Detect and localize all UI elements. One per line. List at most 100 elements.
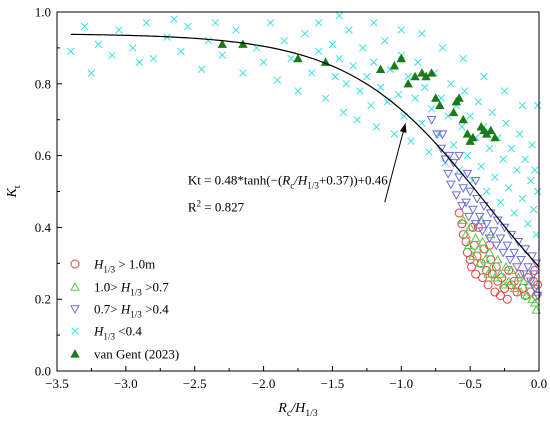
x-tick-label: −2.0 bbox=[252, 376, 276, 391]
data-point bbox=[503, 276, 514, 285]
data-point bbox=[530, 284, 540, 294]
data-point bbox=[466, 112, 474, 120]
data-point bbox=[499, 155, 507, 163]
data-point bbox=[459, 54, 468, 63]
legend: H1/3 > 1.0m 1.0> H1/3 >0.7 0.7> H1/3 >0.4 H… bbox=[70, 257, 179, 362]
x-axis-ticks: −3.5 −3.0 −2.5 −2.0 −1.5 −1.0 −0.5 0.0 bbox=[45, 366, 547, 391]
series-5 bbox=[217, 39, 500, 145]
data-point bbox=[484, 234, 495, 244]
data-point bbox=[314, 47, 323, 56]
data-point bbox=[446, 180, 456, 190]
legend-item: 1.0> H1/3 >0.7 bbox=[70, 280, 169, 298]
data-point bbox=[468, 132, 478, 142]
y-tick-label: 0.0 bbox=[35, 364, 51, 379]
data-point bbox=[115, 26, 123, 34]
x-axis-title: Rc/H1/3 bbox=[277, 401, 318, 419]
legend-marker bbox=[70, 349, 80, 358]
data-point bbox=[314, 19, 323, 27]
data-point bbox=[375, 64, 386, 74]
data-point bbox=[463, 212, 474, 222]
legend-marker bbox=[70, 259, 80, 269]
data-point bbox=[204, 36, 213, 45]
data-point bbox=[528, 270, 539, 280]
x-tick-label: −2.5 bbox=[183, 376, 207, 391]
data-point bbox=[435, 100, 445, 109]
data-point bbox=[509, 283, 520, 293]
data-point bbox=[411, 94, 419, 102]
data-point bbox=[521, 155, 529, 163]
data-point bbox=[417, 68, 427, 77]
data-point bbox=[349, 62, 357, 70]
data-point bbox=[80, 22, 89, 31]
data-point bbox=[217, 39, 227, 48]
data-point bbox=[481, 220, 492, 229]
data-point bbox=[471, 269, 481, 279]
series-2 bbox=[458, 215, 543, 314]
data-point bbox=[454, 208, 464, 218]
data-point bbox=[410, 71, 420, 81]
data-point bbox=[448, 107, 459, 117]
data-point bbox=[496, 198, 505, 207]
data-point bbox=[449, 141, 458, 149]
data-point bbox=[479, 202, 489, 211]
data-point bbox=[440, 155, 451, 165]
data-point bbox=[420, 83, 429, 92]
data-point bbox=[516, 256, 526, 265]
data-point bbox=[383, 97, 392, 106]
data-point bbox=[345, 26, 353, 34]
data-marks bbox=[67, 11, 543, 314]
legend-label: 0.7> H1/3 >0.4 bbox=[94, 302, 169, 320]
data-point bbox=[328, 40, 337, 49]
data-point bbox=[418, 29, 426, 38]
data-point bbox=[461, 198, 471, 208]
data-point bbox=[512, 263, 522, 272]
data-point bbox=[490, 132, 500, 142]
data-point bbox=[477, 236, 488, 246]
data-point bbox=[372, 123, 381, 131]
legend-label: van Gent (2023) bbox=[94, 347, 179, 362]
data-point bbox=[342, 80, 350, 88]
data-point bbox=[480, 254, 491, 264]
data-point bbox=[461, 229, 471, 239]
data-point bbox=[465, 187, 475, 197]
data-point bbox=[407, 137, 415, 145]
legend-marker bbox=[70, 305, 80, 315]
series-3 bbox=[426, 116, 543, 301]
data-point bbox=[516, 286, 526, 296]
y-axis-title: Kt bbox=[5, 185, 23, 198]
data-point bbox=[458, 215, 469, 224]
data-point bbox=[432, 130, 442, 140]
data-point bbox=[519, 270, 529, 280]
data-point bbox=[293, 53, 303, 63]
data-point bbox=[426, 68, 437, 77]
data-point bbox=[463, 240, 474, 250]
data-point bbox=[369, 58, 378, 67]
data-point bbox=[518, 101, 527, 110]
data-point bbox=[436, 144, 447, 154]
data-point bbox=[463, 151, 472, 160]
data-point bbox=[437, 130, 448, 140]
data-point bbox=[458, 114, 468, 124]
data-point bbox=[473, 243, 484, 253]
x-tick-label: −1.5 bbox=[321, 376, 345, 391]
data-point bbox=[491, 173, 499, 181]
data-point bbox=[376, 83, 385, 92]
data-point bbox=[425, 148, 433, 156]
data-point bbox=[335, 11, 344, 20]
data-point bbox=[513, 238, 524, 247]
data-point bbox=[495, 269, 506, 278]
data-point bbox=[197, 65, 206, 74]
data-point bbox=[321, 94, 330, 102]
data-point bbox=[389, 61, 400, 70]
data-point bbox=[483, 280, 493, 290]
data-point bbox=[506, 265, 517, 275]
data-point bbox=[468, 251, 478, 260]
data-point bbox=[506, 230, 517, 240]
data-point bbox=[488, 108, 496, 117]
y-tick-label: 1.0 bbox=[35, 5, 51, 20]
data-point bbox=[470, 177, 481, 186]
data-point bbox=[177, 47, 185, 56]
data-point bbox=[390, 130, 399, 138]
data-point bbox=[331, 72, 339, 81]
